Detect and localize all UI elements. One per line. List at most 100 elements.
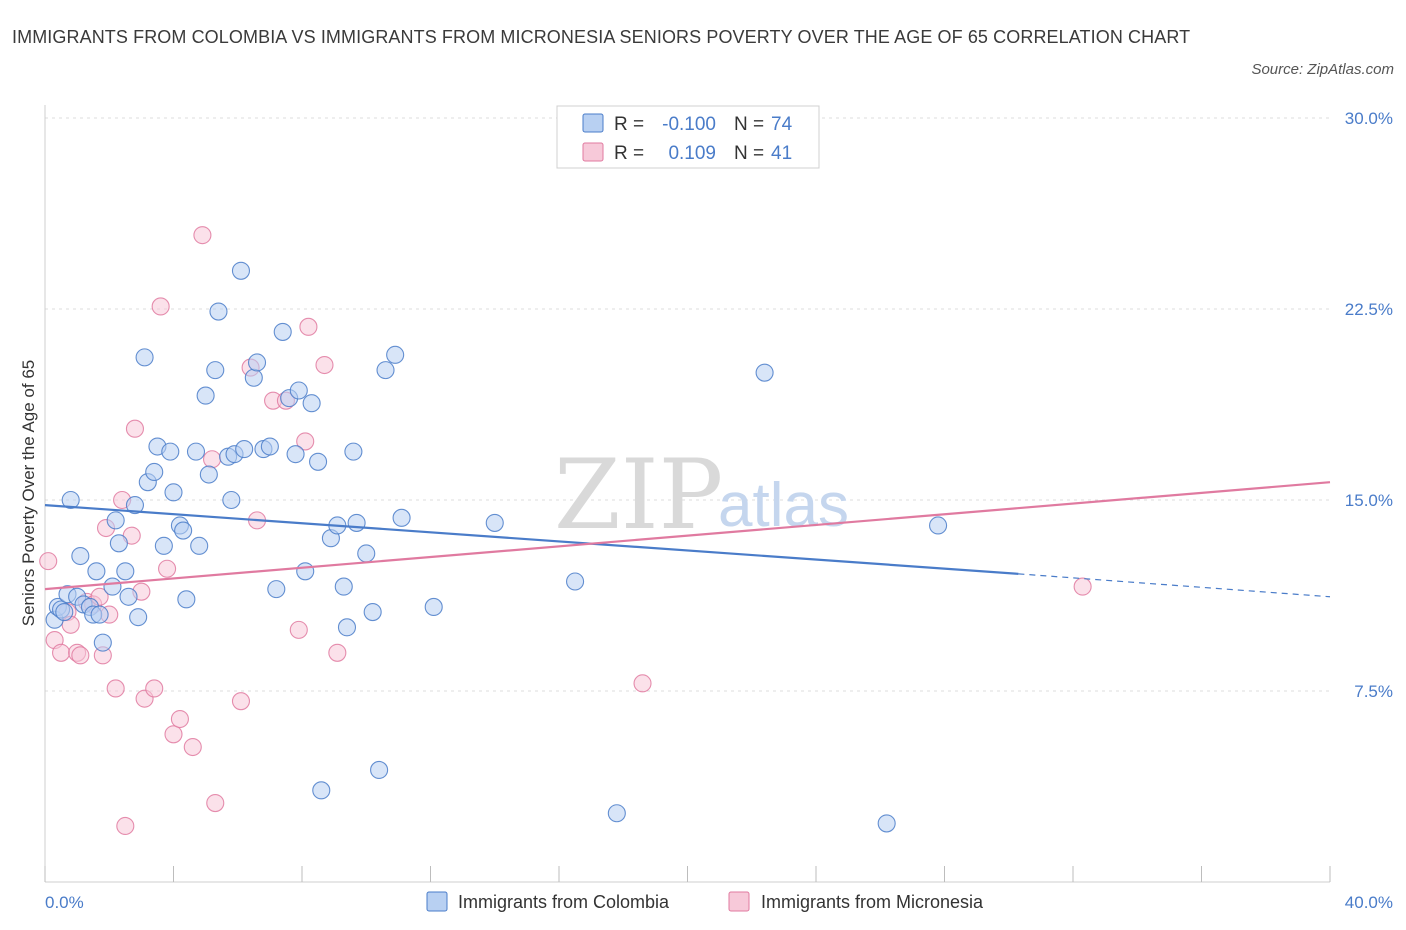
legend-r-value-1: -0.100 xyxy=(662,114,716,135)
micronesia-point xyxy=(183,737,202,757)
legend-n-label-1: N = xyxy=(734,114,764,135)
series-legend-label-micronesia: Immigrants from Micronesia xyxy=(761,892,984,912)
micronesia-point xyxy=(170,709,189,729)
series-legend-swatch-micronesia xyxy=(728,891,750,912)
chart-title: IMMIGRANTS FROM COLOMBIA VS IMMIGRANTS F… xyxy=(12,27,1191,47)
colombia-point xyxy=(286,445,305,464)
y-tick-label: 7.5% xyxy=(1354,682,1393,701)
micronesia-point xyxy=(39,552,58,571)
colombia-point xyxy=(196,386,215,405)
colombia-point xyxy=(87,562,106,581)
y-tick-label: 30.0% xyxy=(1345,109,1393,128)
micronesia-point xyxy=(203,450,222,469)
colombia-point xyxy=(312,781,331,800)
micronesia-point xyxy=(106,679,125,698)
colombia-points xyxy=(45,261,948,833)
micronesia-point xyxy=(145,679,164,698)
colombia-point xyxy=(267,580,286,599)
colombia-point xyxy=(206,361,225,380)
colombia-point xyxy=(199,465,218,484)
micronesia-point xyxy=(71,646,90,665)
y-tick-label: 22.5% xyxy=(1345,300,1393,319)
colombia-point xyxy=(370,760,389,779)
micronesia-point xyxy=(231,692,251,711)
micronesia-point xyxy=(193,226,212,245)
colombia-point xyxy=(244,368,263,387)
colombia-trend-line xyxy=(44,503,1019,575)
colombia-point xyxy=(296,562,315,581)
y-axis-label: Seniors Poverty Over the Age of 65 xyxy=(19,360,38,626)
colombia-point xyxy=(755,363,774,382)
colombia-point xyxy=(106,511,125,530)
colombia-point xyxy=(222,490,241,510)
watermark-atlas: atlas xyxy=(718,471,849,540)
colombia-point xyxy=(247,353,267,372)
series-legend-label-colombia: Immigrants from Colombia xyxy=(458,892,670,912)
legend-n-label-2: N = xyxy=(734,143,764,164)
colombia-point xyxy=(376,361,395,380)
gridlines xyxy=(45,117,1330,692)
x-ticks xyxy=(44,866,1331,882)
micronesia-point xyxy=(289,620,308,639)
micronesia-point xyxy=(299,317,318,336)
colombia-point xyxy=(161,442,180,461)
y-tick-label: 15.0% xyxy=(1345,491,1393,510)
colombia-point xyxy=(235,440,254,459)
colombia-trend-extension xyxy=(1018,573,1331,598)
micronesia-point xyxy=(164,725,183,744)
micronesia-point xyxy=(296,432,315,451)
micronesia-trend-line xyxy=(44,481,1331,591)
micronesia-point xyxy=(116,816,135,836)
colombia-point xyxy=(877,814,896,833)
colombia-point xyxy=(119,587,138,606)
legend-swatch-pink xyxy=(582,142,604,162)
trend-lines xyxy=(44,481,1331,598)
series-legend-swatch-colombia xyxy=(426,891,448,912)
colombia-point xyxy=(164,483,183,502)
colombia-point xyxy=(929,516,948,535)
colombia-point xyxy=(90,605,109,624)
source-label: Source: ZipAtlas.com xyxy=(1251,61,1394,78)
micronesia-point xyxy=(315,355,334,375)
series-legend: Immigrants from Colombia Immigrants from… xyxy=(426,891,984,912)
colombia-point xyxy=(386,345,405,364)
y-tick-labels: 7.5% 15.0% 22.5% 30.0% xyxy=(1345,109,1393,701)
micronesia-point xyxy=(633,674,652,693)
colombia-point xyxy=(190,536,209,555)
colombia-point xyxy=(357,544,376,563)
colombia-point xyxy=(566,572,585,591)
micronesia-point xyxy=(206,794,225,813)
colombia-point xyxy=(334,577,353,596)
micronesia-point xyxy=(151,297,170,316)
stats-legend: R = -0.100 N = 74 R = 0.109 N = 41 xyxy=(556,105,820,169)
colombia-point xyxy=(125,496,144,515)
legend-r-value-2: 0.109 xyxy=(668,143,716,164)
micronesia-point xyxy=(158,559,177,578)
colombia-point xyxy=(145,462,164,482)
colombia-point xyxy=(337,618,357,637)
legend-r-label-2: R = xyxy=(614,143,644,164)
legend-n-value-2: 41 xyxy=(771,143,792,164)
colombia-point xyxy=(103,577,122,596)
colombia-point xyxy=(347,513,366,532)
colombia-point xyxy=(344,442,363,461)
colombia-point xyxy=(93,633,112,652)
colombia-point xyxy=(392,508,411,527)
colombia-point xyxy=(154,536,173,555)
colombia-point xyxy=(129,608,148,627)
colombia-point xyxy=(607,804,626,823)
legend-swatch-blue xyxy=(582,113,604,133)
colombia-point xyxy=(302,394,321,413)
legend-r-label-1: R = xyxy=(614,114,644,135)
legend-n-value-1: 74 xyxy=(771,114,793,135)
colombia-point xyxy=(177,590,196,609)
colombia-point xyxy=(186,442,206,461)
colombia-point xyxy=(363,603,382,622)
colombia-point xyxy=(135,348,154,367)
colombia-point xyxy=(424,597,443,617)
colombia-point xyxy=(61,490,80,510)
watermark-zip: ZIP xyxy=(554,439,723,551)
colombia-point xyxy=(231,261,251,280)
micronesia-point xyxy=(125,419,144,438)
